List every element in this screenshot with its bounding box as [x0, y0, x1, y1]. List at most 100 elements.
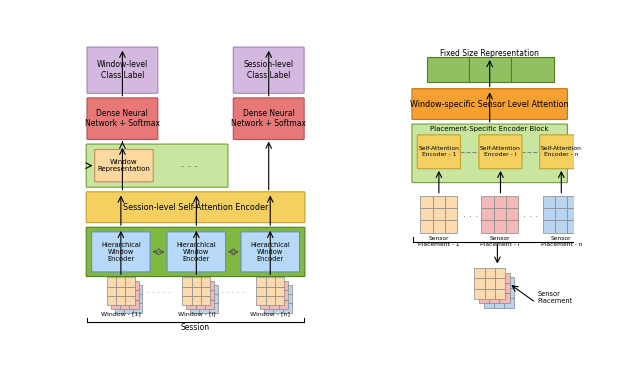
- Bar: [489, 283, 499, 293]
- Text: Session: Session: [181, 323, 210, 332]
- Text: Window - [i]: Window - [i]: [177, 311, 215, 316]
- Bar: [266, 296, 275, 305]
- Bar: [506, 208, 518, 220]
- Bar: [499, 293, 509, 304]
- Text: Window
Representation: Window Representation: [97, 159, 150, 172]
- Bar: [129, 300, 139, 309]
- Bar: [260, 291, 269, 300]
- Bar: [209, 294, 218, 304]
- Bar: [190, 285, 200, 294]
- FancyBboxPatch shape: [540, 135, 583, 169]
- Bar: [182, 277, 192, 286]
- Bar: [200, 304, 209, 313]
- Bar: [264, 285, 273, 294]
- Bar: [568, 196, 580, 208]
- Bar: [484, 277, 494, 288]
- Bar: [420, 196, 433, 208]
- Bar: [283, 294, 292, 304]
- FancyBboxPatch shape: [167, 232, 225, 272]
- Bar: [190, 294, 200, 304]
- Bar: [283, 285, 292, 294]
- Bar: [493, 196, 506, 208]
- FancyBboxPatch shape: [234, 98, 304, 140]
- Bar: [481, 196, 493, 208]
- FancyBboxPatch shape: [86, 192, 305, 223]
- Bar: [190, 304, 200, 313]
- Text: . . .: . . .: [463, 209, 478, 219]
- Text: Sensor
Placement: Sensor Placement: [538, 291, 573, 304]
- Bar: [555, 220, 568, 233]
- Bar: [504, 277, 515, 288]
- Bar: [186, 281, 196, 291]
- Text: Self-Attention
Encoder - i: Self-Attention Encoder - i: [480, 146, 521, 157]
- Bar: [266, 286, 275, 296]
- Bar: [124, 304, 133, 313]
- Bar: [200, 285, 209, 294]
- Bar: [201, 286, 210, 296]
- Bar: [260, 281, 269, 291]
- FancyBboxPatch shape: [241, 232, 300, 272]
- Text: Self-Attention
Encoder - 1: Self-Attention Encoder - 1: [419, 146, 460, 157]
- Bar: [107, 296, 116, 305]
- Bar: [484, 298, 494, 308]
- Bar: [481, 220, 493, 233]
- Bar: [201, 296, 210, 305]
- Bar: [495, 278, 505, 289]
- Bar: [494, 298, 504, 308]
- Bar: [279, 281, 288, 291]
- Bar: [273, 304, 283, 313]
- Bar: [273, 294, 283, 304]
- Bar: [493, 220, 506, 233]
- Bar: [257, 286, 266, 296]
- Text: Window - [n]: Window - [n]: [250, 311, 290, 316]
- Bar: [469, 57, 511, 82]
- Text: Sensor
Placement - n: Sensor Placement - n: [541, 236, 582, 247]
- Bar: [275, 286, 284, 296]
- FancyBboxPatch shape: [92, 232, 150, 272]
- Bar: [209, 285, 218, 294]
- Text: Session-level Self-Attention Encoder: Session-level Self-Attention Encoder: [123, 203, 268, 212]
- Bar: [192, 277, 201, 286]
- Text: Hierarchical
Window
Encoder: Hierarchical Window Encoder: [250, 242, 290, 262]
- Bar: [474, 289, 484, 299]
- Text: . . . . .: . . . . .: [221, 286, 245, 295]
- Text: Placement-Specific Encoder Block: Placement-Specific Encoder Block: [431, 126, 549, 132]
- FancyBboxPatch shape: [234, 47, 304, 93]
- Bar: [129, 281, 139, 291]
- Bar: [279, 300, 288, 309]
- Bar: [133, 304, 143, 313]
- FancyBboxPatch shape: [412, 124, 568, 183]
- Bar: [111, 300, 120, 309]
- Bar: [433, 208, 445, 220]
- Bar: [495, 289, 505, 299]
- Bar: [420, 208, 433, 220]
- Bar: [107, 286, 116, 296]
- Bar: [481, 208, 493, 220]
- Bar: [494, 277, 504, 288]
- Bar: [273, 285, 283, 294]
- Bar: [182, 296, 192, 305]
- Bar: [484, 288, 494, 298]
- FancyBboxPatch shape: [87, 47, 158, 93]
- Bar: [433, 196, 445, 208]
- Bar: [506, 196, 518, 208]
- Text: - - -: - - -: [181, 161, 198, 171]
- FancyBboxPatch shape: [86, 227, 305, 276]
- Bar: [266, 277, 275, 286]
- Bar: [269, 281, 279, 291]
- Bar: [504, 298, 515, 308]
- Text: Sensor
Placement - 1: Sensor Placement - 1: [418, 236, 460, 247]
- Text: Dense Neural
Network + Softmax: Dense Neural Network + Softmax: [231, 109, 306, 128]
- Bar: [474, 268, 484, 278]
- Bar: [115, 294, 124, 304]
- Bar: [493, 208, 506, 220]
- Bar: [111, 281, 120, 291]
- Bar: [116, 286, 125, 296]
- Bar: [484, 268, 495, 278]
- Bar: [264, 304, 273, 313]
- Bar: [186, 291, 196, 300]
- Bar: [264, 294, 273, 304]
- Bar: [120, 300, 129, 309]
- Bar: [489, 273, 499, 283]
- Bar: [555, 208, 568, 220]
